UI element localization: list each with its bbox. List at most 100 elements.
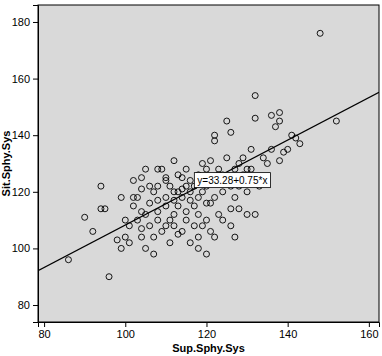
y-tick: 100: [12, 242, 38, 254]
plot-background: [38, 5, 379, 322]
point: [155, 166, 161, 172]
y-tick: 180: [12, 16, 38, 28]
point: [143, 166, 149, 172]
point: [195, 194, 201, 200]
point: [268, 146, 274, 152]
point: [232, 234, 238, 240]
point: [195, 245, 201, 251]
annotation: y=33.28+0.75*x: [194, 173, 270, 188]
point: [260, 155, 266, 161]
point: [228, 129, 234, 135]
point: [130, 177, 136, 183]
point: [167, 240, 173, 246]
x-axis: 80 100 120 140 160: [38, 322, 379, 340]
y-tick-mark: [33, 248, 38, 249]
point: [147, 223, 153, 229]
point: [183, 166, 189, 172]
point: [126, 240, 132, 246]
point: [252, 115, 258, 121]
x-tick: 120: [198, 322, 216, 340]
point: [82, 214, 88, 220]
point: [122, 217, 128, 223]
point: [118, 245, 124, 251]
y-tick-label: 80: [18, 299, 30, 311]
point: [171, 158, 177, 164]
point: [244, 189, 250, 195]
point: [143, 211, 149, 217]
point: [130, 203, 136, 209]
point: [216, 211, 222, 217]
point: [151, 251, 157, 257]
data-layer: [38, 30, 379, 279]
x-tick-label: 100: [117, 328, 135, 340]
x-tick-label: 120: [198, 328, 216, 340]
x-tick: 140: [279, 322, 297, 340]
plot: 8010012014016080100120140160180y=33.28+0…: [12, 5, 380, 340]
point: [159, 228, 165, 234]
point: [203, 166, 209, 172]
point: [179, 194, 185, 200]
point: [187, 177, 193, 183]
point: [199, 223, 205, 229]
y-tick-mark: [33, 135, 38, 136]
point: [208, 228, 214, 234]
y-axis-line: [33, 6, 39, 323]
point: [139, 175, 145, 181]
point: [277, 158, 283, 164]
point: [90, 228, 96, 234]
y-tick-mark: [33, 79, 38, 80]
y-tick: 140: [12, 129, 38, 141]
point: [114, 237, 120, 243]
point: [151, 234, 157, 240]
chart: 8010012014016080100120140160180y=33.28+0…: [0, 0, 382, 356]
point: [199, 161, 205, 167]
y-tick-label: 100: [12, 242, 30, 254]
point: [191, 203, 197, 209]
y-tick-mark: [33, 22, 38, 23]
x-tick-label: 160: [360, 328, 378, 340]
point: [171, 211, 177, 217]
point: [65, 257, 71, 263]
point: [317, 30, 323, 36]
y-tick-label: 160: [12, 73, 30, 85]
point: [220, 217, 226, 223]
point: [212, 234, 218, 240]
point: [236, 206, 242, 212]
point: [155, 183, 161, 189]
point: [293, 135, 299, 141]
y-tick-mark: [33, 305, 38, 306]
point: [252, 211, 258, 217]
point: [163, 194, 169, 200]
point: [236, 161, 242, 167]
point: [163, 203, 169, 209]
point: [248, 146, 254, 152]
point: [134, 194, 140, 200]
point: [102, 206, 108, 212]
point: [195, 234, 201, 240]
point: [187, 189, 193, 195]
point: [155, 197, 161, 203]
point: [203, 251, 209, 257]
point: [228, 206, 234, 212]
point: [183, 183, 189, 189]
point: [199, 189, 205, 195]
y-tick-mark: [33, 192, 38, 193]
x-tick-label: 80: [38, 328, 50, 340]
point: [126, 223, 132, 229]
point: [167, 183, 173, 189]
point: [139, 226, 145, 232]
point: [183, 209, 189, 215]
point: [163, 223, 169, 229]
point: [106, 274, 112, 280]
x-tick-mark: [369, 322, 370, 327]
point: [187, 240, 193, 246]
x-axis-title: Sup.Sphy.Sys: [172, 342, 245, 354]
point: [277, 118, 283, 124]
point: [147, 200, 153, 206]
y-axis: 80100120140160180: [12, 6, 39, 323]
x-tick-mark: [125, 322, 126, 327]
point: [220, 189, 226, 195]
point: [155, 209, 161, 215]
point: [134, 217, 140, 223]
point: [122, 234, 128, 240]
